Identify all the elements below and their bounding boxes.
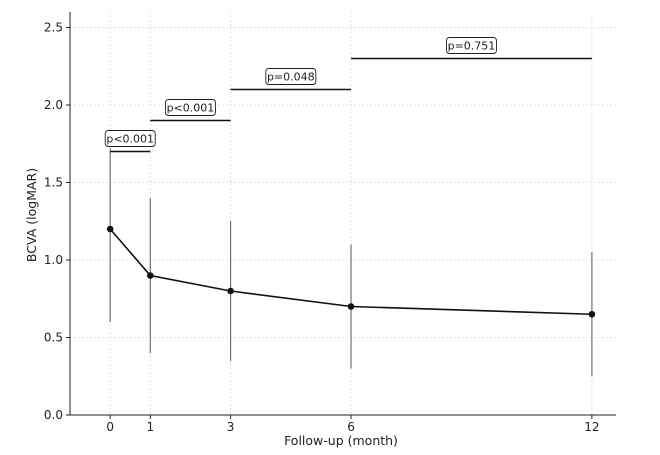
annotation-layer: p<0.001 p<0.001 p=0.048 p=0.751 — [104, 37, 592, 153]
y-tick-label: 1.5 — [44, 176, 63, 190]
y-tick-label: 1.0 — [44, 253, 63, 267]
p-value-label: p<0.001 — [106, 133, 154, 146]
p-value-box — [446, 37, 497, 54]
data-point — [106, 225, 114, 233]
grid-layer — [70, 12, 616, 416]
p-value-box — [104, 130, 156, 147]
data-point — [347, 303, 355, 310]
axes-layer: 0.0 0.5 1.0 1.5 2.0 2.5 0 1 3 6 12 — [44, 12, 616, 434]
series-layer — [106, 225, 596, 318]
x-tick-label: 12 — [584, 420, 599, 434]
p-value-label: p=0.751 — [448, 40, 496, 53]
y-tick-label: 0.5 — [44, 331, 63, 345]
data-point — [588, 310, 596, 318]
x-tick-label: 6 — [347, 420, 355, 434]
y-tick-label: 2.0 — [44, 98, 63, 112]
p-value-label: p<0.001 — [167, 102, 215, 115]
x-tick-label: 0 — [106, 420, 114, 434]
y-tick-label: 2.5 — [44, 21, 63, 35]
data-point — [227, 287, 234, 295]
p-value-box — [265, 68, 317, 85]
y-tick-label: 0.0 — [44, 408, 63, 422]
x-tick-label: 1 — [146, 420, 154, 434]
y-axis-title: BCVA (logMAR) — [24, 168, 39, 262]
x-tick-label: 3 — [227, 420, 235, 434]
p-value-label: p=0.048 — [267, 71, 315, 84]
p-value-box — [164, 99, 216, 116]
x-axis-title: Follow-up (month) — [284, 433, 398, 448]
data-point — [146, 272, 154, 279]
